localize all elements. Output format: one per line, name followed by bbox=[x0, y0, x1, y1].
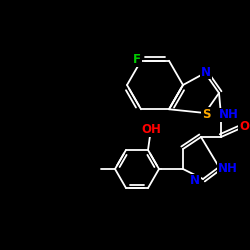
Text: N: N bbox=[190, 174, 200, 188]
Text: NH: NH bbox=[218, 162, 238, 175]
Text: O: O bbox=[239, 120, 249, 134]
Text: N: N bbox=[201, 66, 211, 78]
Text: NH: NH bbox=[219, 108, 239, 122]
Text: F: F bbox=[133, 53, 141, 66]
Text: OH: OH bbox=[141, 124, 161, 136]
Text: S: S bbox=[202, 108, 210, 120]
